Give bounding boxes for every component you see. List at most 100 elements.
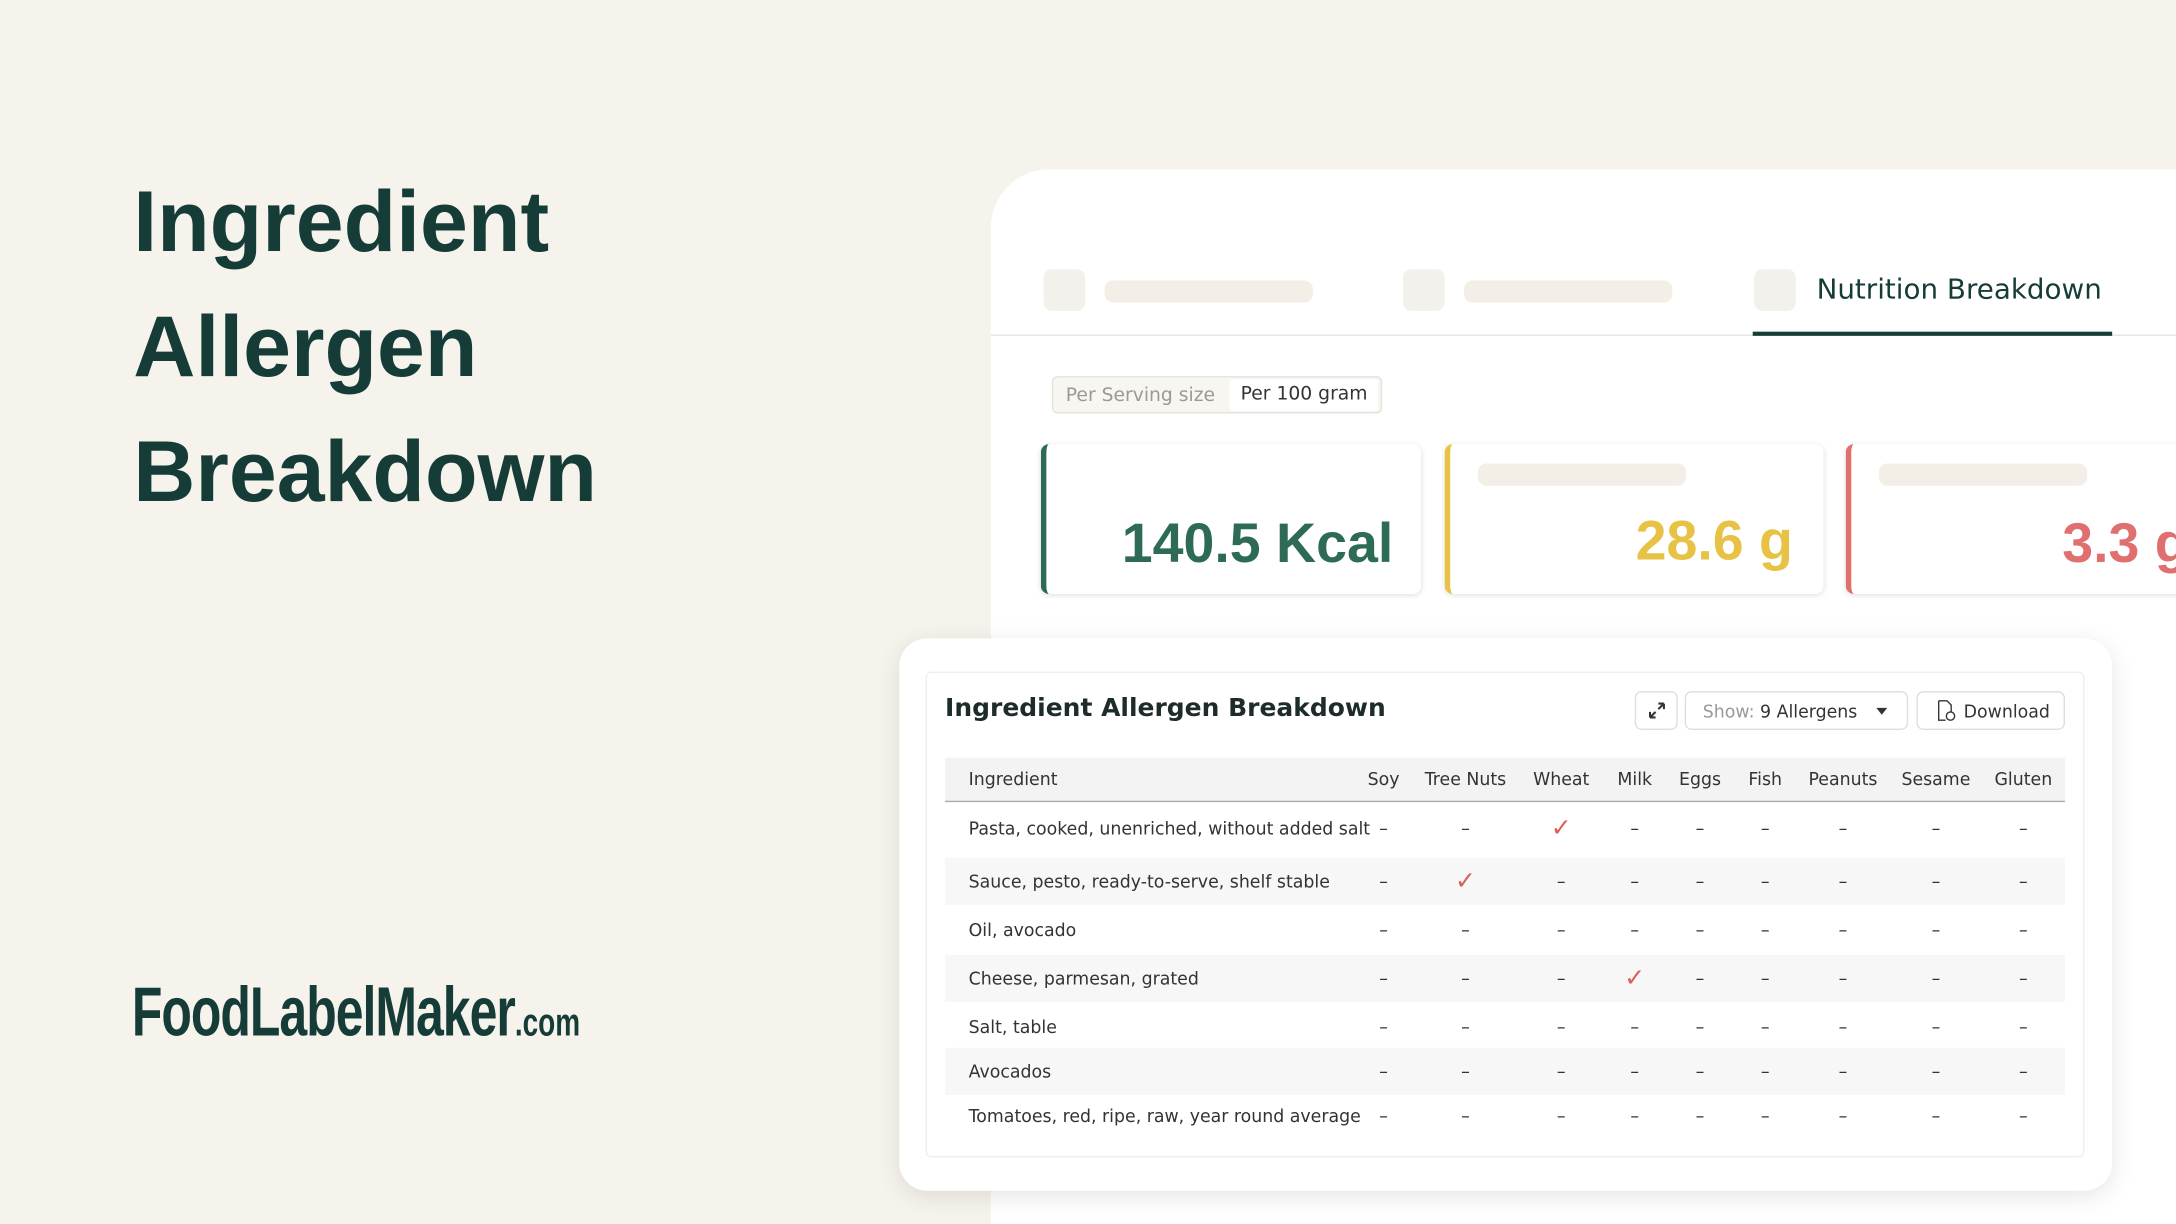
allergen-cell: – (1556, 1105, 1566, 1127)
ingredient-name: Pasta, cooked, unenriched, without added… (968, 818, 1371, 839)
allergen-cell: – (1630, 1016, 1640, 1038)
allergen-cell: – (1556, 919, 1566, 941)
tab-icon (1043, 269, 1086, 311)
toggle: Per Serving size Per 100 gram (1051, 376, 1383, 414)
column-header: Soy (1367, 768, 1400, 789)
column-header: Wheat (1533, 768, 1590, 789)
allergen-cell: – (1931, 818, 1941, 839)
allergen-cell: – (1379, 818, 1388, 839)
tab-icon (1754, 269, 1796, 311)
allergen-cell: – (1630, 818, 1640, 839)
allergen-dropdown[interactable]: Show: 9 Allergens (1684, 691, 1909, 730)
placeholder (1464, 280, 1673, 303)
allergen-cell: – (2019, 919, 2028, 941)
toggle-option[interactable]: Per Serving size (1065, 384, 1216, 407)
download-label: Download (1963, 700, 2050, 721)
toggle-option[interactable]: Per 100 gram (1229, 378, 1379, 411)
allergen-cell: – (1931, 1016, 1941, 1038)
column-header: Milk (1617, 768, 1653, 789)
stat-value: 3.3 g (2062, 513, 2176, 575)
allergen-cell: – (1931, 1060, 1941, 1082)
allergen-cell: – (1838, 1060, 1848, 1082)
dropdown-label: Show: (1702, 700, 1755, 721)
allergen-cell: – (1931, 1105, 1941, 1127)
allergen-cell: – (1838, 967, 1848, 989)
allergen-cell: – (1379, 1105, 1388, 1127)
allergen-cell: – (1461, 1060, 1470, 1082)
ingredient-name: Oil, avocado (968, 919, 1077, 941)
allergen-cell: – (1556, 1016, 1566, 1038)
allergen-cell: – (1760, 967, 1770, 989)
stat-value: 28.6 g (1635, 510, 1793, 572)
download-icon (1937, 700, 1956, 721)
allergen-cell: – (1695, 919, 1705, 941)
hero-title: Allergen (133, 299, 478, 396)
dropdown-value: 9 Allergens (1760, 700, 1858, 721)
allergen-cell: – (1695, 1060, 1705, 1082)
allergen-cell: – (1556, 870, 1566, 892)
allergen-cell: – (1695, 1105, 1705, 1127)
ingredient-name: Tomatoes, red, ripe, raw, year round ave… (968, 1105, 1361, 1127)
allergen-cell: – (1556, 1060, 1566, 1082)
ingredient-name: Salt, table (968, 1016, 1057, 1038)
allergen-cell: – (1931, 870, 1941, 892)
allergen-cell: – (1379, 870, 1388, 892)
placeholder (1879, 463, 2088, 486)
column-header: Fish (1748, 768, 1783, 789)
column-header: Gluten (1994, 768, 2053, 789)
allergen-cell: – (2019, 1105, 2028, 1127)
allergen-cell: ✓ (1454, 866, 1476, 896)
allergen-cell: – (1630, 1105, 1640, 1127)
column-header: Peanuts (1808, 768, 1878, 789)
allergen-cell: – (1461, 818, 1470, 839)
ingredient-name: Sauce, pesto, ready-to-serve, shelf stab… (968, 870, 1330, 892)
allergen-cell: – (1838, 1016, 1848, 1038)
allergen-cell: – (1931, 919, 1941, 941)
table-frame (925, 671, 2085, 1158)
tab-icon (1403, 269, 1445, 311)
allergen-cell: – (1760, 919, 1770, 941)
allergen-cell: – (2019, 818, 2028, 839)
allergen-cell: – (1630, 1060, 1640, 1082)
row-band (945, 1047, 2065, 1095)
caret (1876, 707, 1888, 715)
allergen-cell: – (2019, 967, 2028, 989)
allergen-cell: – (1838, 1105, 1848, 1127)
expand-button[interactable] (1634, 691, 1678, 730)
allergen-cell: ✓ (1550, 813, 1572, 844)
logo: FoodLabelMaker.com (132, 971, 580, 1051)
allergen-cell: – (1838, 818, 1848, 839)
stat-value: 140.5 Kcal (1121, 513, 1394, 575)
allergen-cell: – (1931, 967, 1941, 989)
allergen-cell: – (2019, 870, 2028, 892)
stat-card: 3.3 g (1845, 444, 2176, 594)
column-header: Ingredient (968, 768, 1058, 789)
allergen-cell: – (1379, 919, 1388, 941)
download-button[interactable]: Download (1916, 691, 2065, 730)
allergen-cell: – (1760, 870, 1770, 892)
allergen-cell: – (1760, 1105, 1770, 1127)
column-header: Eggs (1678, 768, 1722, 789)
allergen-cell: – (1695, 967, 1705, 989)
placeholder (1104, 280, 1313, 303)
allergen-cell: – (1838, 870, 1848, 892)
logo-name: FoodLabelMaker (131, 972, 516, 1051)
tab-active[interactable]: Nutrition Breakdown (1816, 271, 2102, 306)
allergen-cell: – (1461, 1016, 1470, 1038)
ingredient-name: Cheese, parmesan, grated (968, 967, 1199, 989)
allergen-cell: – (1695, 1016, 1705, 1038)
allergen-cell: – (1760, 1016, 1770, 1038)
column-header: Sesame (1901, 768, 1971, 789)
hero-title: Ingredient (133, 174, 550, 271)
stat-card: 140.5 Kcal (1040, 444, 1422, 594)
allergen-cell: ✓ (1624, 963, 1646, 993)
allergen-cell: – (1379, 1060, 1388, 1082)
row-band (945, 954, 2065, 1002)
allergen-cell: – (1838, 919, 1848, 941)
table-title: Ingredient Allergen Breakdown (945, 693, 1386, 724)
expand-icon (1648, 702, 1665, 719)
allergen-cell: – (1695, 818, 1705, 839)
placeholder (1477, 463, 1687, 486)
